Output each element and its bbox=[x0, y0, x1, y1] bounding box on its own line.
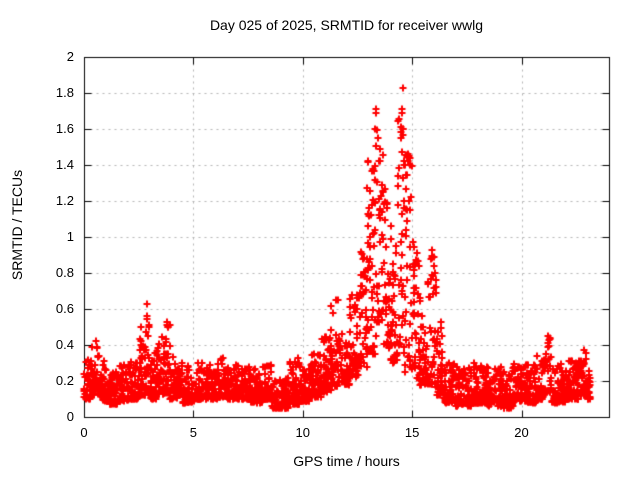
y-tick-label: 1.8 bbox=[55, 85, 74, 100]
x-axis-title: GPS time / hours bbox=[293, 453, 400, 469]
x-tick-label: 10 bbox=[295, 425, 310, 440]
y-tick-label: 0.6 bbox=[55, 301, 74, 316]
y-tick-label: 0.2 bbox=[55, 373, 74, 388]
y-tick-label: 1 bbox=[66, 229, 74, 244]
y-tick-label: 0 bbox=[66, 409, 74, 424]
y-tick-label: 1.2 bbox=[55, 193, 74, 208]
x-tick-label: 5 bbox=[189, 425, 197, 440]
y-axis-title: SRMTID / TECUs bbox=[9, 169, 25, 281]
x-tick-label: 0 bbox=[80, 425, 88, 440]
y-tick-label: 0.4 bbox=[55, 337, 74, 352]
y-tick-label: 1.6 bbox=[55, 121, 74, 136]
x-tick-label: 15 bbox=[404, 425, 420, 440]
chart-title: Day 025 of 2025, SRMTID for receiver wwl… bbox=[209, 17, 484, 33]
y-tick-label: 1.4 bbox=[55, 157, 74, 172]
x-tick-label: 20 bbox=[514, 425, 529, 440]
y-tick-label: 2 bbox=[66, 49, 74, 64]
y-tick-label: 0.8 bbox=[55, 265, 74, 280]
